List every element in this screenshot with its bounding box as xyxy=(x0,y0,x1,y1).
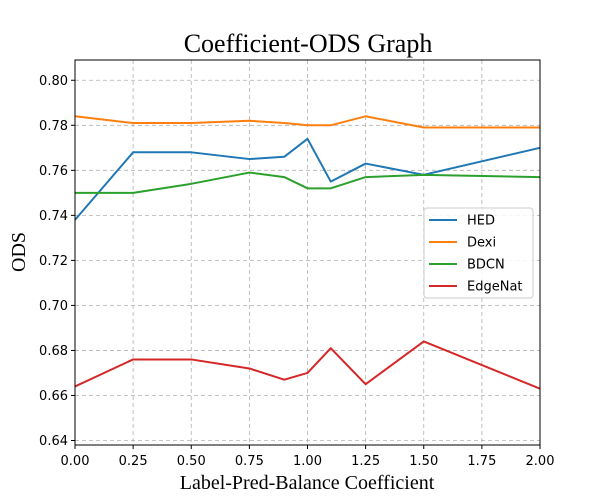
series-line-edgenat xyxy=(74,340,541,390)
y-axis-ticks: 0.64 0.66 0.68 0.70 0.72 0.74 0.76 0.78 0.80 xyxy=(39,74,75,449)
x-tick-label: 1.75 xyxy=(467,454,496,469)
x-tick-label: 1.50 xyxy=(409,454,438,469)
y-tick-label: 0.78 xyxy=(39,119,68,134)
y-tick-label: 0.74 xyxy=(39,209,68,224)
y-tick-label: 0.70 xyxy=(39,299,68,314)
series-line-dexi xyxy=(74,115,540,129)
x-tick-label: 0.00 xyxy=(61,454,90,469)
x-axis-label: Label-Pred-Balance Coefficient xyxy=(180,472,435,494)
y-tick-label: 0.80 xyxy=(39,74,68,89)
series-line-hed xyxy=(74,137,541,221)
y-tick-label: 0.66 xyxy=(39,389,68,404)
series-line-bdcn xyxy=(75,171,541,194)
legend-label-hed: HED xyxy=(467,214,495,229)
y-tick-label: 0.72 xyxy=(39,254,68,269)
legend-label-edgenat: EdgeNat xyxy=(467,280,523,295)
x-tick-label: 0.25 xyxy=(119,454,148,469)
x-tick-label: 0.75 xyxy=(235,454,264,469)
y-tick-label: 0.68 xyxy=(39,344,68,359)
legend-label-bdcn: BDCN xyxy=(467,258,505,273)
x-tick-label: 0.50 xyxy=(177,454,206,469)
x-axis-ticks: 0.00 0.25 0.50 0.75 1.00 1.25 1.50 1.75 2.00 xyxy=(61,445,555,469)
y-tick-label: 0.64 xyxy=(39,434,68,449)
y-tick-label: 0.76 xyxy=(39,164,68,179)
x-tick-label: 2.00 xyxy=(526,454,555,469)
legend: HED Dexi BDCN EdgeNat xyxy=(423,207,534,299)
chart-title: Coefficient-ODS Graph xyxy=(184,29,433,58)
x-tick-label: 1.00 xyxy=(293,454,322,469)
legend-label-dexi: Dexi xyxy=(467,236,496,251)
y-axis-label: ODS xyxy=(8,232,30,272)
series-lines xyxy=(74,115,541,390)
x-tick-label: 1.25 xyxy=(351,454,380,469)
legend-box xyxy=(423,207,534,299)
